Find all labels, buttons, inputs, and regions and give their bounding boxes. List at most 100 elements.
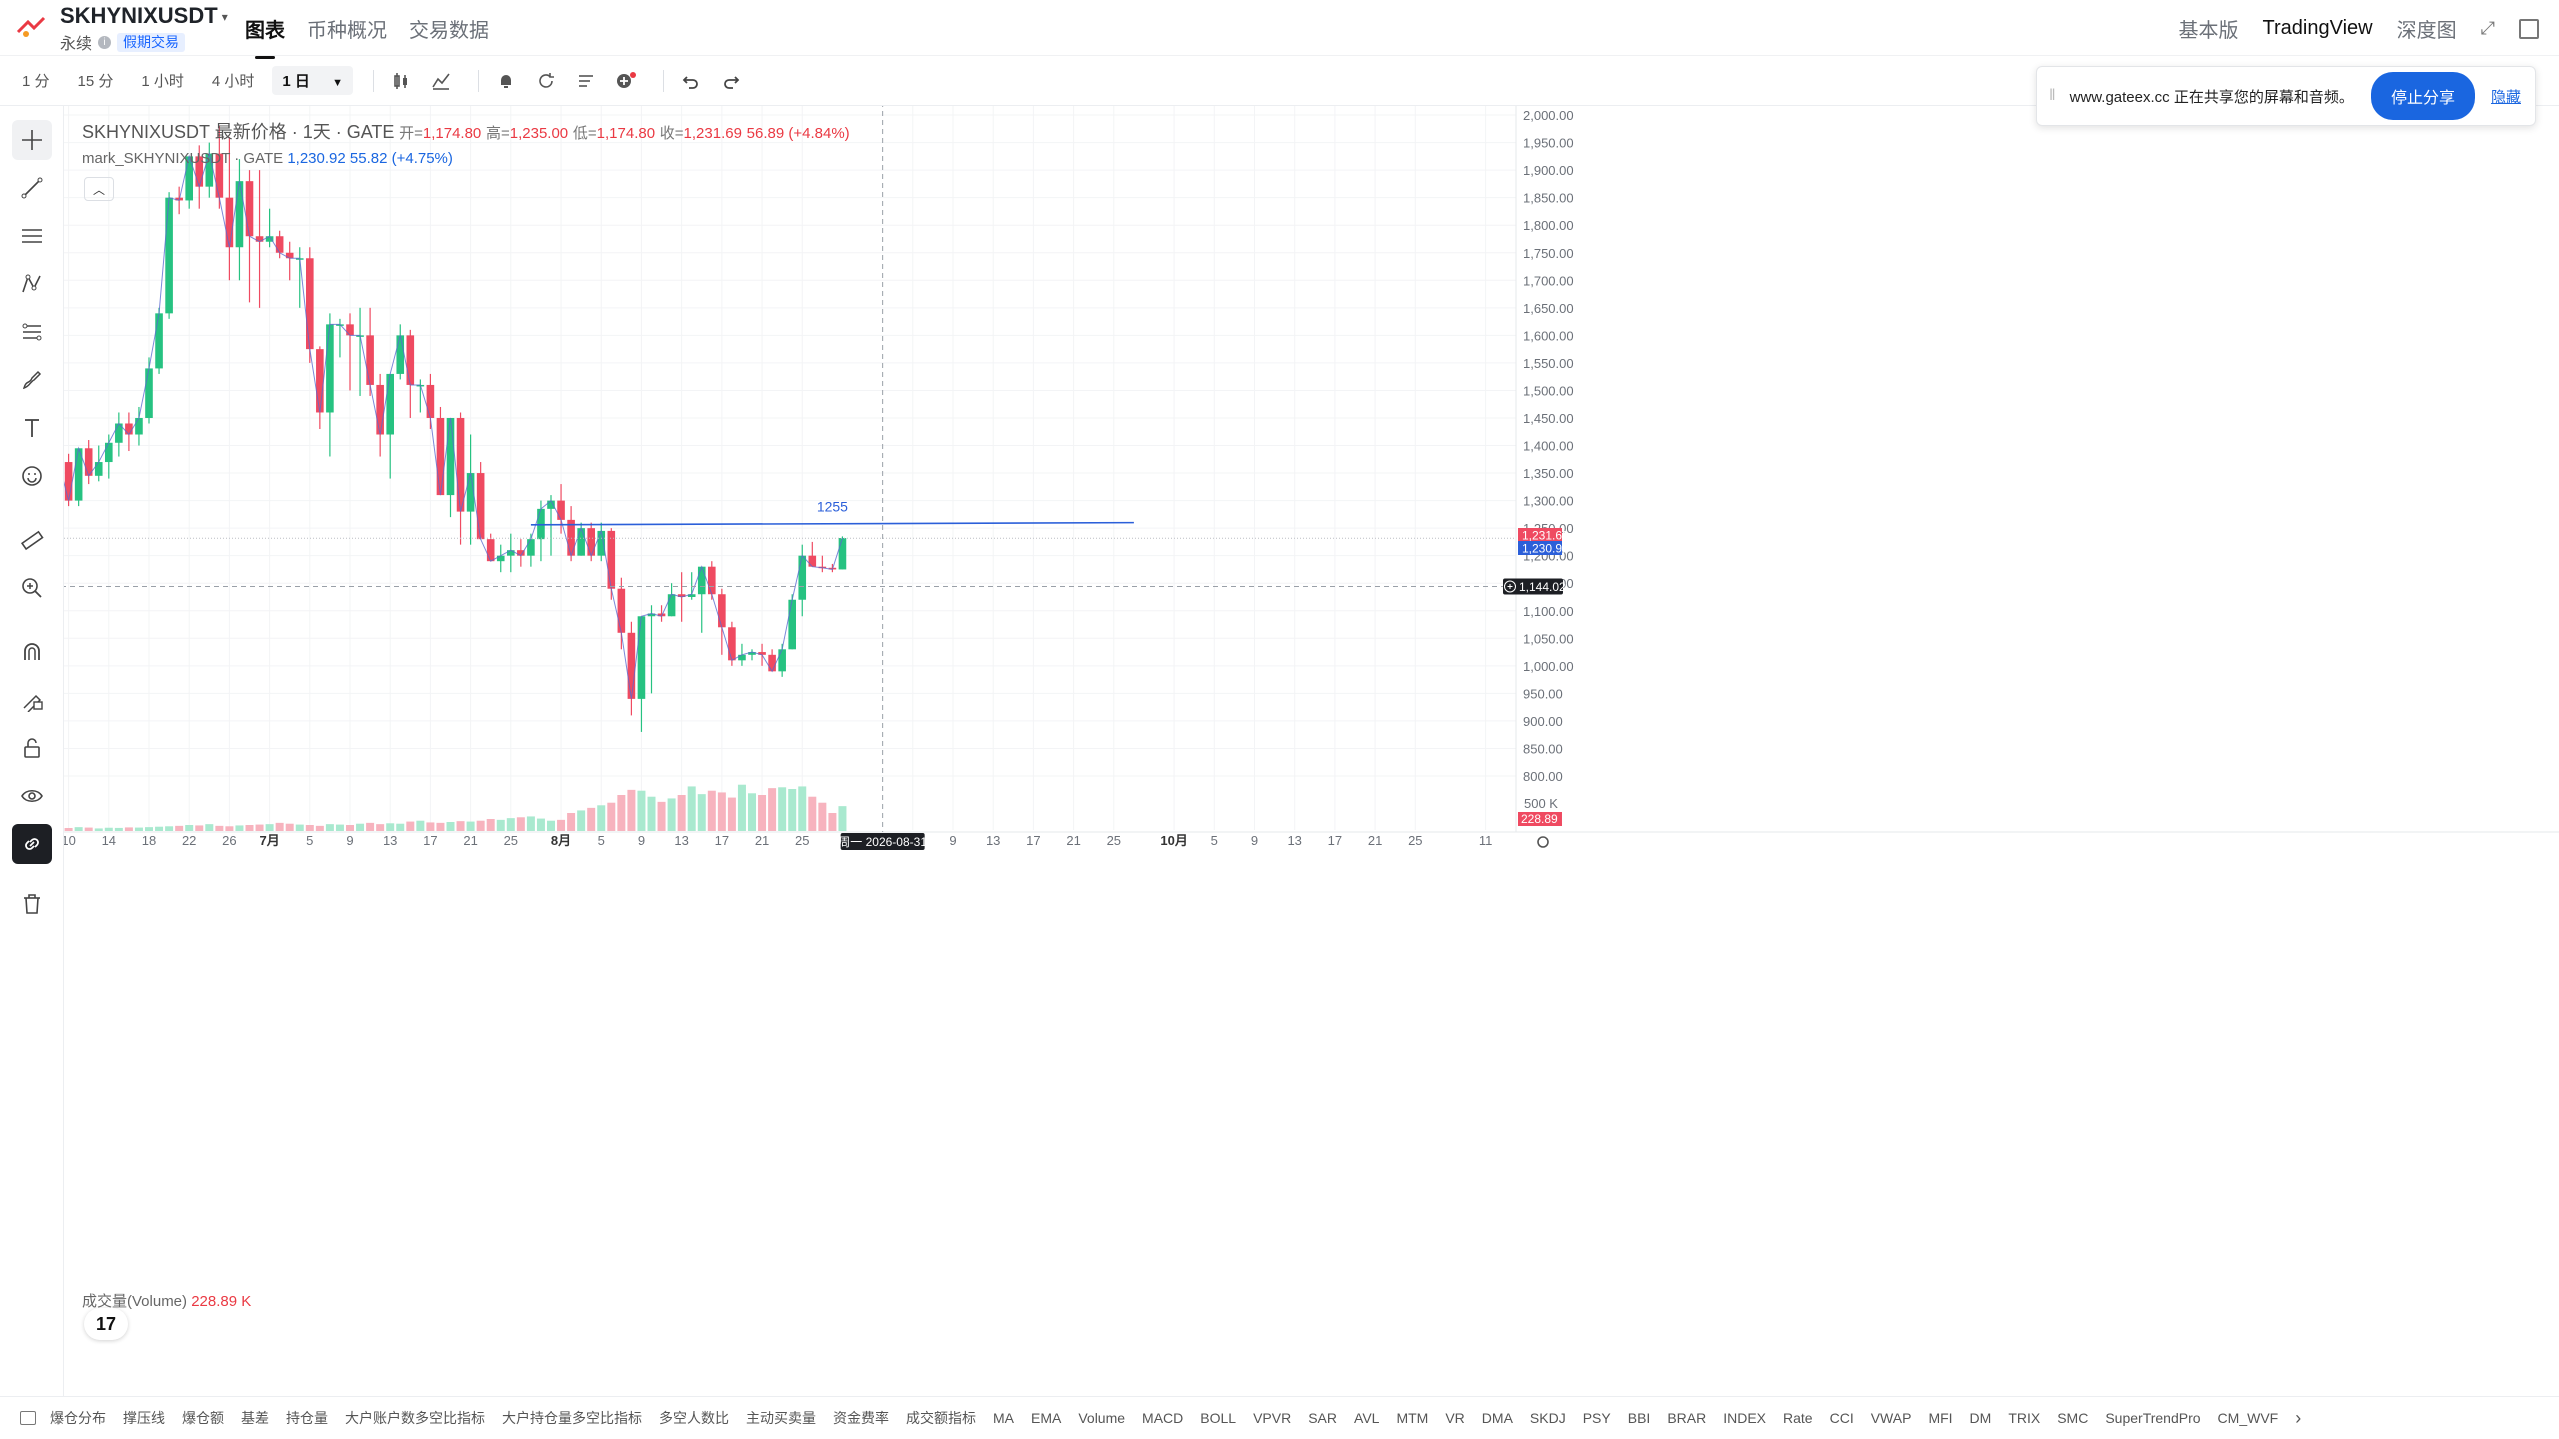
candle-body [94, 462, 103, 476]
indicator-item[interactable]: PSY [1582, 1410, 1611, 1426]
price-tick-label: 1,450.00 [1523, 411, 1574, 426]
indicator-item[interactable]: Rate [1783, 1410, 1813, 1426]
stop-sharing-button[interactable]: 停止分享 [2370, 72, 2475, 120]
interval-1h[interactable]: 1 小时 [141, 73, 184, 90]
indicator-item[interactable]: 基差 [241, 1410, 269, 1426]
indicator-item[interactable]: Volume [1078, 1410, 1126, 1426]
basic-view-button[interactable]: 基本版 [2178, 20, 2239, 42]
indicator-item[interactable]: VPVR [1253, 1410, 1292, 1426]
indicator-item[interactable]: BBI [1627, 1410, 1651, 1426]
time-tick-label: 25 [504, 833, 518, 848]
indicator-item[interactable]: 大户持仓量多空比指标 [502, 1410, 642, 1426]
indicator-item[interactable]: MFI [1928, 1410, 1953, 1426]
collapse-legend-button[interactable]: ︿ [84, 177, 114, 201]
fib-icon[interactable] [12, 312, 52, 352]
interval-1m[interactable]: 1 分 [22, 73, 50, 90]
interval-4h[interactable]: 4 小时 [211, 73, 255, 90]
indicator-icon[interactable] [426, 66, 456, 96]
candle-body [155, 313, 163, 369]
indicator-item[interactable]: 持仓量 [286, 1410, 328, 1426]
zoom-in-icon[interactable] [12, 568, 52, 608]
replay-icon[interactable] [531, 66, 561, 96]
chevron-right-icon[interactable]: › [2295, 1407, 2302, 1428]
depth-chart-button[interactable]: 深度图 [2396, 20, 2457, 42]
expand-icon[interactable]: ⤢ [2480, 18, 2495, 38]
redo-icon[interactable] [716, 66, 746, 96]
symbol-selector[interactable]: SKHYNIXUSDT ▾ [60, 3, 228, 29]
indicator-item[interactable]: CM_WVF [2217, 1410, 2279, 1426]
tradingview-button[interactable]: TradingView [2262, 17, 2373, 39]
volume-tag: 228.89 K [1521, 812, 1569, 826]
indicator-panel-icon[interactable] [20, 1411, 36, 1425]
ruler-icon[interactable] [12, 520, 52, 560]
indicator-item[interactable]: INDEX [1723, 1410, 1767, 1426]
trend-line-icon[interactable] [12, 168, 52, 208]
info-icon[interactable]: i [98, 35, 112, 49]
brush-icon[interactable] [12, 360, 52, 400]
tab-chart[interactable]: 图表 [245, 14, 285, 59]
drag-handle-icon[interactable]: ‖ [2049, 87, 2056, 104]
indicator-item[interactable]: 多空人数比 [659, 1410, 729, 1426]
indicator-item[interactable]: 爆仓额 [182, 1410, 224, 1426]
indicator-item[interactable]: BOLL [1200, 1410, 1237, 1426]
emoji-icon[interactable] [12, 456, 52, 496]
mark-value: 1,230.92 [287, 150, 346, 167]
text-icon[interactable] [12, 408, 52, 448]
volume-bar [828, 813, 837, 831]
candle-type-icon[interactable] [386, 66, 416, 96]
magnet-icon[interactable] [12, 632, 52, 672]
indicator-item[interactable]: DMA [1481, 1410, 1513, 1426]
alert-icon[interactable] [491, 66, 521, 96]
link-icon[interactable] [12, 824, 52, 864]
lock-drawing-icon[interactable] [12, 680, 52, 720]
time-tick-label: 25 [795, 833, 809, 848]
horizontal-lines-icon[interactable] [12, 216, 52, 256]
trash-icon[interactable] [12, 884, 52, 924]
indicator-item[interactable]: SMC [2057, 1410, 2089, 1426]
candle-body [637, 616, 646, 699]
volume-bar [255, 824, 264, 831]
pattern-icon[interactable] [12, 264, 52, 304]
indicator-item[interactable]: VWAP [1870, 1410, 1912, 1426]
add-icon[interactable] [611, 66, 641, 96]
indicator-item[interactable]: EMA [1031, 1410, 1062, 1426]
candle-body [627, 632, 636, 699]
indicator-item[interactable]: SAR [1308, 1410, 1338, 1426]
price-tick-label: 1,900.00 [1523, 163, 1574, 178]
interval-1d[interactable]: 1 日 ▼ [272, 66, 353, 95]
indicator-item[interactable]: MACD [1142, 1410, 1184, 1426]
indicator-item[interactable]: DM [1969, 1410, 1992, 1426]
indicator-item[interactable]: AVL [1354, 1410, 1380, 1426]
indicator-item[interactable]: 撑压线 [123, 1410, 165, 1426]
tradingview-logo-icon[interactable]: 17 [84, 1308, 128, 1340]
indicator-item[interactable]: TRIX [2008, 1410, 2041, 1426]
indicator-item[interactable]: 大户账户数多空比指标 [345, 1410, 485, 1426]
hide-banner-link[interactable]: 隐藏 [2490, 88, 2521, 106]
unlock-icon[interactable] [12, 728, 52, 768]
fullscreen-icon[interactable] [2519, 18, 2539, 39]
tab-trading-data[interactable]: 交易数据 [409, 20, 489, 42]
undo-icon[interactable] [676, 66, 706, 96]
candle-body [306, 258, 314, 350]
price-tick-label: 1,850.00 [1523, 191, 1574, 206]
indicator-item[interactable]: 爆仓分布 [50, 1410, 106, 1426]
indicator-item[interactable]: 成交额指标 [906, 1410, 976, 1426]
indicator-item[interactable]: MA [993, 1410, 1014, 1426]
indicator-item[interactable]: SuperTrendPro [2105, 1410, 2201, 1426]
settings-icon[interactable] [571, 66, 601, 96]
candle-body [788, 599, 796, 650]
indicator-item[interactable]: SKDJ [1529, 1410, 1566, 1426]
indicator-item[interactable]: 资金费率 [833, 1410, 889, 1426]
indicator-item[interactable]: MTM [1396, 1410, 1429, 1426]
indicator-item[interactable]: BRAR [1667, 1410, 1707, 1426]
price-chart[interactable]: 1255 2,050.002,000.001,950.001,900.001,8… [64, 106, 2559, 1396]
tab-overview[interactable]: 币种概况 [307, 20, 387, 42]
crosshair-icon[interactable] [12, 120, 52, 160]
indicator-item[interactable]: CCI [1829, 1410, 1854, 1426]
time-tick-label: 5 [598, 833, 605, 848]
eye-icon[interactable] [12, 776, 52, 816]
indicator-item[interactable]: VR [1445, 1410, 1465, 1426]
volume-bar [486, 819, 495, 831]
interval-15m[interactable]: 15 分 [77, 73, 114, 90]
indicator-item[interactable]: 主动买卖量 [746, 1410, 816, 1426]
